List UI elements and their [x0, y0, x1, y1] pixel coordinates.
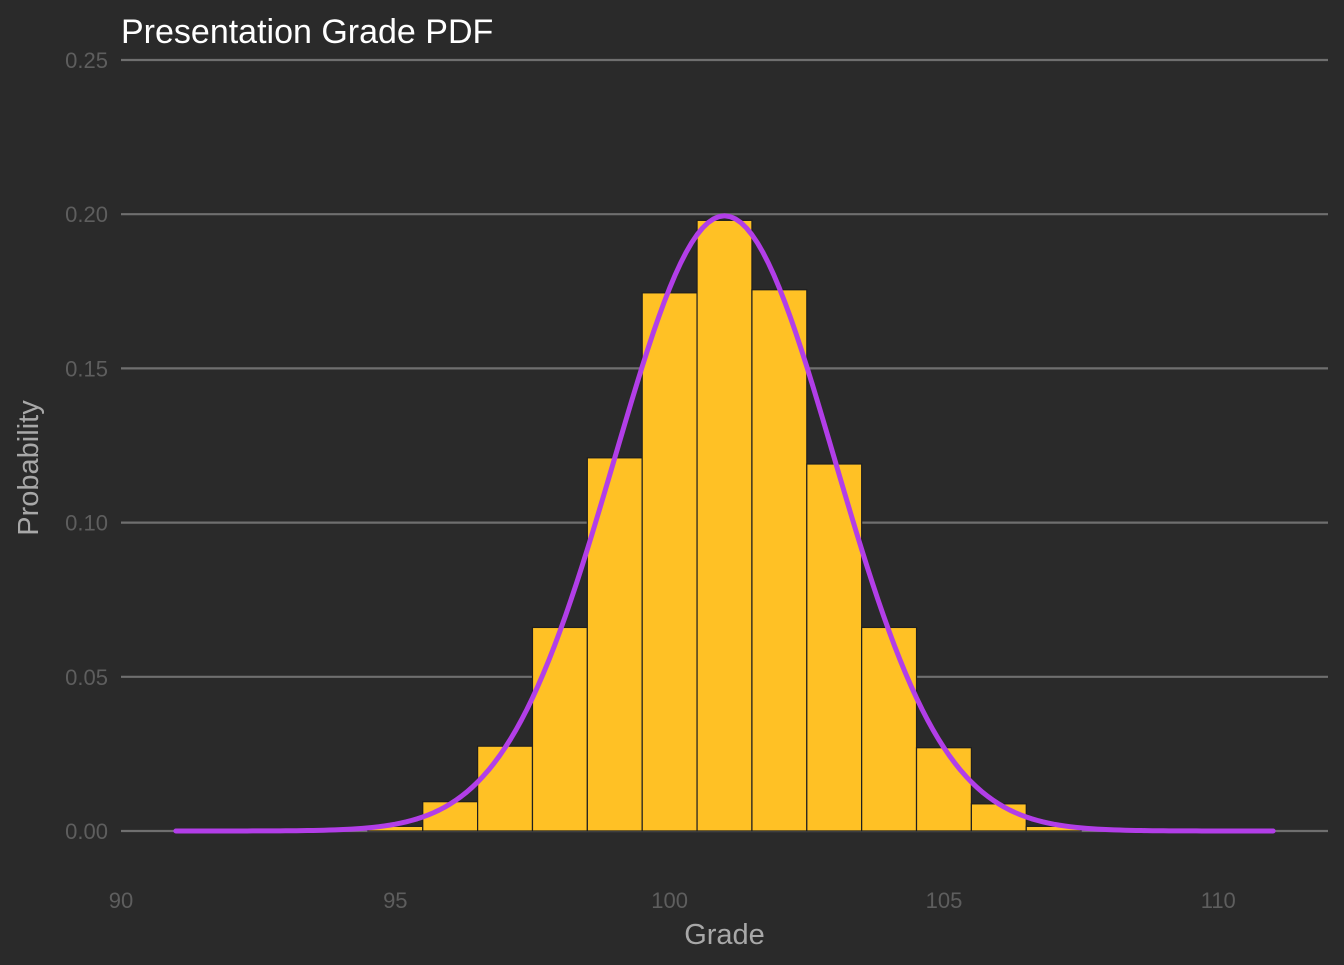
histogram-bar — [915, 747, 972, 832]
y-tick-label: 0.15 — [65, 356, 108, 381]
histogram-bar — [861, 626, 918, 832]
x-tick-labels: 90 95 100 105 110 — [109, 888, 1236, 913]
curve-layer — [173, 213, 1276, 834]
y-axis-title: Probability — [13, 400, 45, 536]
y-tick-label: 0.10 — [65, 511, 108, 536]
y-tick-label: 0.25 — [65, 48, 108, 73]
x-tick-label: 110 — [1201, 888, 1236, 913]
density-curve — [173, 213, 1276, 834]
y-tick-labels: 0.00 0.05 0.10 0.15 0.20 0.25 — [65, 48, 108, 844]
histogram-bar — [751, 289, 808, 832]
x-tick-label: 105 — [926, 888, 963, 913]
x-axis-title: Grade — [684, 919, 765, 951]
histogram-bar — [970, 803, 1027, 832]
x-tick-label: 100 — [651, 888, 688, 913]
chart-title: Presentation Grade PDF — [121, 13, 493, 51]
histogram-bar — [641, 292, 698, 832]
histogram-bar — [531, 626, 588, 832]
y-tick-label: 0.05 — [65, 665, 108, 690]
bars-layer — [367, 219, 1082, 832]
histogram-bar — [477, 745, 534, 832]
y-tick-label: 0.20 — [65, 202, 108, 227]
y-tick-label: 0.00 — [65, 819, 108, 844]
x-tick-label: 95 — [383, 888, 407, 913]
x-tick-label: 90 — [109, 888, 133, 913]
histogram-bar — [696, 219, 753, 832]
histogram-bar — [586, 457, 643, 832]
